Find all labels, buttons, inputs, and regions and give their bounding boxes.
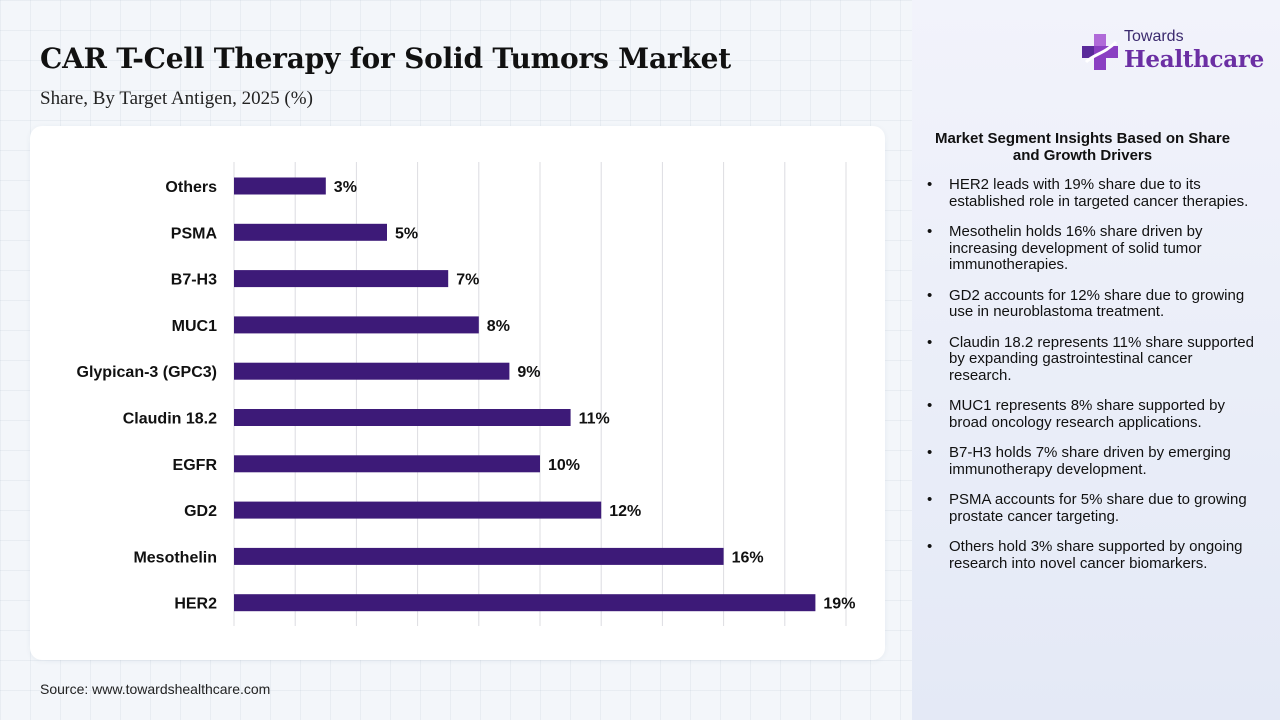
data-label: 8% — [487, 318, 510, 335]
category-label: MUC1 — [172, 318, 217, 335]
category-label: Mesothelin — [133, 549, 217, 566]
data-label: 11% — [579, 411, 610, 428]
category-label: B7-H3 — [171, 272, 217, 289]
insights-title: Market Segment Insights Based on Share a… — [934, 130, 1231, 164]
bar — [234, 270, 449, 288]
data-label: 5% — [395, 225, 418, 242]
brand-logo: Towards Healthcare — [1080, 28, 1264, 78]
category-label: Others — [165, 179, 217, 196]
medical-cross-icon — [1082, 34, 1118, 70]
page-subtitle: Share, By Target Antigen, 2025 (%) — [40, 88, 313, 109]
category-label: PSMA — [171, 225, 218, 242]
insight-item: Mesothelin holds 16% share driven by inc… — [922, 223, 1257, 274]
bar — [234, 594, 816, 612]
data-label: 12% — [609, 503, 641, 520]
bar — [234, 409, 571, 426]
data-label: 9% — [517, 364, 540, 381]
category-label: EGFR — [173, 457, 218, 474]
bar — [234, 223, 387, 241]
insights-list: HER2 leads with 19% share due to its est… — [922, 176, 1257, 586]
insight-item: B7-H3 holds 7% share driven by emerging … — [922, 444, 1257, 478]
data-label: 7% — [456, 272, 479, 289]
insight-item: Claudin 18.2 represents 11% share suppor… — [922, 334, 1257, 385]
page-title: CAR T-Cell Therapy for Solid Tumors Mark… — [40, 42, 732, 75]
logo-text-main: Healthcare — [1124, 46, 1265, 73]
bar — [234, 501, 602, 519]
bar — [234, 547, 724, 565]
bar-chart: Others 3% PSMA 5% B7-H3 7% MUC1 8% Glypican-3 (G… — [77, 162, 855, 626]
category-label: Glypican-3 (GPC3) — [77, 364, 217, 381]
bar — [234, 177, 326, 195]
category-label: Claudin 18.2 — [123, 411, 217, 428]
data-label: 10% — [548, 457, 580, 474]
data-label: 3% — [334, 179, 357, 196]
chart-card: Others 3% PSMA 5% B7-H3 7% MUC1 8% Glypican-3 (G… — [30, 126, 885, 660]
insight-item: PSMA accounts for 5% share due to growin… — [922, 491, 1257, 525]
category-label: HER2 — [174, 596, 217, 613]
insight-item: Others hold 3% share supported by ongoin… — [922, 538, 1257, 572]
category-label: GD2 — [184, 503, 217, 520]
data-label: 16% — [732, 549, 764, 566]
bar — [234, 455, 540, 473]
logo-text-top: Towards — [1124, 28, 1184, 45]
data-label: 19% — [823, 596, 855, 613]
bar — [234, 316, 479, 334]
insight-item: HER2 leads with 19% share due to its est… — [922, 176, 1257, 210]
insight-item: GD2 accounts for 12% share due to growin… — [922, 287, 1257, 321]
insight-item: MUC1 represents 8% share supported by br… — [922, 397, 1257, 431]
bar — [234, 362, 510, 380]
source-note: Source: www.towardshealthcare.com — [40, 681, 271, 697]
